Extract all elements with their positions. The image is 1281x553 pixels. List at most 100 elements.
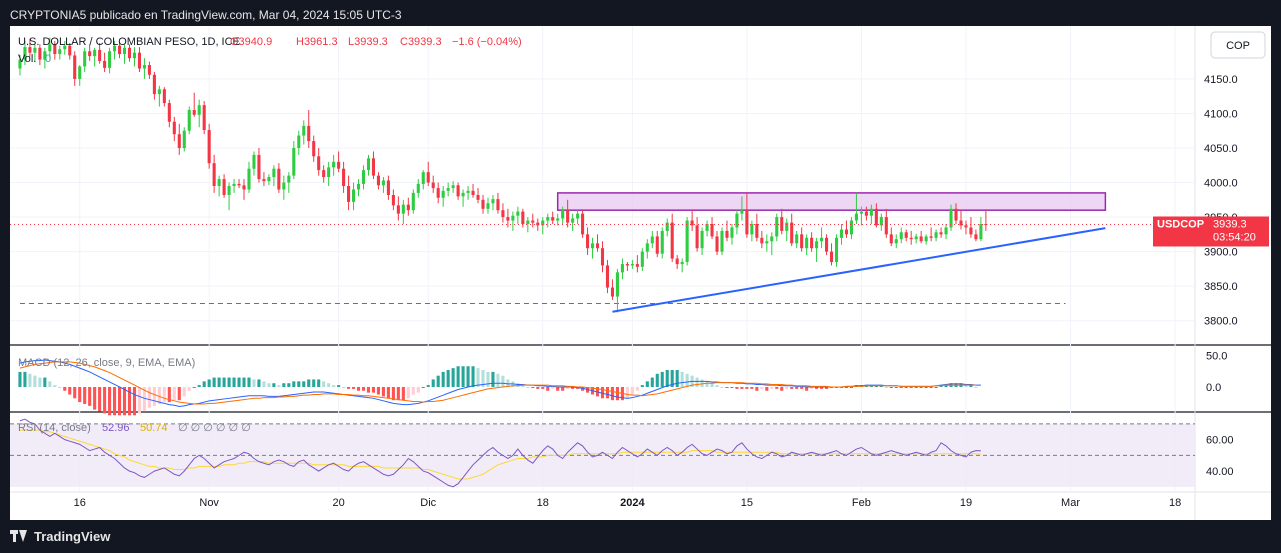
candle [217,175,221,197]
candle [152,72,156,100]
macd-histogram-bar [137,386,141,414]
candle-body [571,218,575,223]
candle [113,40,117,60]
candle [959,210,963,230]
candle-body [386,180,390,195]
ohlc-low: L3939.3 [348,36,388,48]
candle [486,197,490,214]
candle [391,189,395,211]
candle [640,248,644,271]
macd-histogram-bar [48,381,52,387]
candle-body [536,222,540,226]
candle-body [805,237,809,249]
candle-body [635,264,639,267]
candle [177,123,181,155]
macd-histogram-bar [58,386,62,388]
candle-body [287,175,291,183]
candle [725,220,729,242]
macd-histogram-bar [456,366,460,387]
candle-body [864,211,868,216]
candle-body [775,217,779,237]
candle-body [466,190,470,193]
candle-body [187,110,191,131]
candle [496,192,500,214]
macd-histogram-bar [904,386,908,388]
macd-histogram-bar [347,386,351,389]
macd-histogram-bar [401,386,405,401]
candle [202,101,206,135]
candle-body [849,220,853,235]
chart-canvas[interactable]: 50.0 0.0 60.00 40.00 4150.0 4100.0 4050.0 400… [10,26,1271,520]
candle-body [869,208,873,216]
candle [690,210,694,231]
macd-histogram-bar [287,383,291,387]
macd-histogram-bar [93,386,97,410]
candle [630,259,634,269]
currency-button[interactable]: COP [1210,31,1266,59]
chart-area[interactable]: 50.0 0.0 60.00 40.00 4150.0 4100.0 4050.0 400… [10,26,1271,520]
macd-histogram-bar [566,386,570,389]
macd-histogram-bar [227,377,231,387]
candle-body [839,229,844,238]
candle-body [307,125,311,142]
candle-body [371,158,376,176]
candle-body [874,208,878,226]
candle [715,230,719,256]
macd-histogram-bar [805,386,809,391]
macd-histogram-bar [645,381,649,387]
candle [735,210,739,235]
candle [571,213,575,231]
macd-histogram-bar [695,377,699,387]
candle [670,213,674,262]
time-axis-label: 16 [74,497,86,509]
candle [949,204,953,231]
candle-body [98,49,102,61]
macd-line [19,359,981,407]
candle-body [755,224,759,238]
candle [645,239,649,259]
candle [322,165,326,183]
macd-histogram-bar [317,379,321,387]
macd-histogram-bar [197,385,201,387]
candle [337,151,341,173]
candle-body [396,205,400,214]
candle-body [785,222,789,231]
tradingview-footer[interactable]: TradingView [10,526,110,546]
macd-histogram-bar [157,386,161,404]
candle-body [944,227,948,235]
candle [222,174,226,198]
candle [481,194,485,214]
candle [23,40,27,66]
candle [874,203,878,228]
candle [964,220,968,235]
candle [879,213,883,231]
macd-histogram-bar [232,377,236,387]
candle-body [416,183,420,193]
macd-histogram-bar [411,386,415,395]
candle [854,192,858,224]
macd-histogram-bar [172,386,176,401]
macd-histogram-bar [177,386,181,401]
candle-body [232,183,236,186]
candle [262,172,266,186]
candle-body [715,236,719,252]
macd-histogram-bar [491,371,495,387]
candle-body [859,211,863,214]
candle-body [247,168,251,190]
candle-body [297,135,301,148]
candle [122,44,127,64]
candle-body [202,105,206,131]
candle-body [625,264,629,266]
candles-layer [18,37,988,313]
macd-histogram-bar [142,386,146,412]
candle-body [93,49,97,57]
macd-histogram-bar [705,381,709,387]
macd-histogram-bar [800,386,804,389]
price-axis-label: 4150.0 [1204,74,1238,86]
candle [839,224,844,245]
candle [765,234,769,252]
candle-body [58,49,62,55]
macd-histogram-bar [33,375,37,387]
candle [38,44,42,66]
candle [441,186,445,207]
